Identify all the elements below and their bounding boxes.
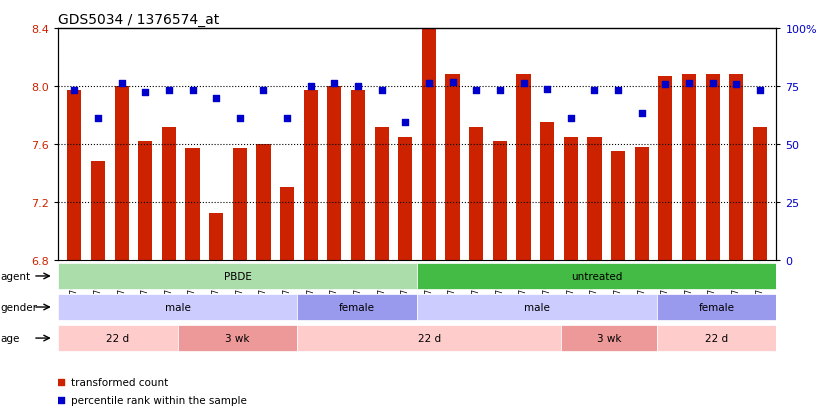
Bar <box>186 149 200 260</box>
Point <box>682 81 695 87</box>
Point <box>281 115 294 122</box>
Bar <box>587 137 601 260</box>
Text: GDS5034 / 1376574_at: GDS5034 / 1376574_at <box>58 12 219 26</box>
Point <box>517 81 530 87</box>
Point <box>493 88 506 95</box>
Bar <box>304 91 318 260</box>
Bar <box>516 75 530 260</box>
Bar <box>729 75 743 260</box>
Point <box>351 83 364 90</box>
Point <box>55 397 68 404</box>
Bar <box>280 188 294 260</box>
Bar <box>398 137 412 260</box>
Point <box>257 88 270 95</box>
Point <box>68 88 81 95</box>
Bar <box>209 214 223 260</box>
Point <box>375 88 388 95</box>
Point <box>233 115 246 122</box>
Point <box>139 89 152 96</box>
FancyBboxPatch shape <box>58 294 297 320</box>
Point <box>92 115 105 122</box>
Bar <box>374 127 389 260</box>
FancyBboxPatch shape <box>657 325 776 351</box>
Point <box>210 95 223 102</box>
Text: 22 d: 22 d <box>705 333 728 343</box>
Bar <box>682 75 696 260</box>
Point <box>658 82 672 88</box>
Text: untreated: untreated <box>571 271 623 281</box>
Bar <box>752 127 767 260</box>
Bar <box>469 127 483 260</box>
Text: female: female <box>699 302 734 312</box>
Point <box>588 88 601 95</box>
Point <box>328 81 341 87</box>
Point <box>729 82 743 88</box>
Text: male: male <box>524 302 550 312</box>
FancyBboxPatch shape <box>657 294 776 320</box>
FancyBboxPatch shape <box>178 325 297 351</box>
Bar <box>445 75 460 260</box>
Bar <box>138 142 152 260</box>
Point <box>399 119 412 126</box>
FancyBboxPatch shape <box>297 325 561 351</box>
Point <box>470 88 483 95</box>
Text: male: male <box>164 302 191 312</box>
Bar <box>233 149 247 260</box>
Point <box>540 86 553 93</box>
Point <box>446 79 459 86</box>
FancyBboxPatch shape <box>58 263 417 290</box>
Bar <box>327 87 341 260</box>
Text: percentile rank within the sample: percentile rank within the sample <box>71 395 247 405</box>
Bar <box>67 91 82 260</box>
Bar <box>422 29 436 260</box>
Bar <box>658 77 672 260</box>
Bar <box>540 123 554 260</box>
Point <box>635 111 648 117</box>
Point <box>564 115 577 122</box>
Text: female: female <box>339 302 375 312</box>
FancyBboxPatch shape <box>58 325 178 351</box>
Text: 22 d: 22 d <box>107 333 129 343</box>
Text: 3 wk: 3 wk <box>225 333 249 343</box>
Text: gender: gender <box>1 302 38 312</box>
Text: 22 d: 22 d <box>418 333 440 343</box>
FancyBboxPatch shape <box>417 294 657 320</box>
Bar <box>115 87 129 260</box>
Text: agent: agent <box>1 271 31 281</box>
Bar <box>256 145 271 260</box>
Point <box>55 379 68 386</box>
Text: transformed count: transformed count <box>71 377 168 387</box>
Text: age: age <box>1 333 20 343</box>
Point <box>753 88 767 95</box>
Bar <box>493 142 507 260</box>
Point <box>115 81 128 87</box>
Bar <box>563 137 578 260</box>
Point <box>706 81 719 87</box>
FancyBboxPatch shape <box>561 325 657 351</box>
Bar <box>634 147 648 260</box>
Bar <box>162 127 176 260</box>
FancyBboxPatch shape <box>417 263 776 290</box>
Bar <box>91 162 105 260</box>
Point <box>611 88 624 95</box>
Point <box>304 83 317 90</box>
Bar <box>351 91 365 260</box>
Text: PBDE: PBDE <box>224 271 251 281</box>
Point <box>186 88 199 95</box>
Text: 3 wk: 3 wk <box>596 333 621 343</box>
Point <box>422 81 435 87</box>
Bar <box>611 152 625 260</box>
Bar <box>705 75 719 260</box>
Point <box>163 88 176 95</box>
FancyBboxPatch shape <box>297 294 417 320</box>
